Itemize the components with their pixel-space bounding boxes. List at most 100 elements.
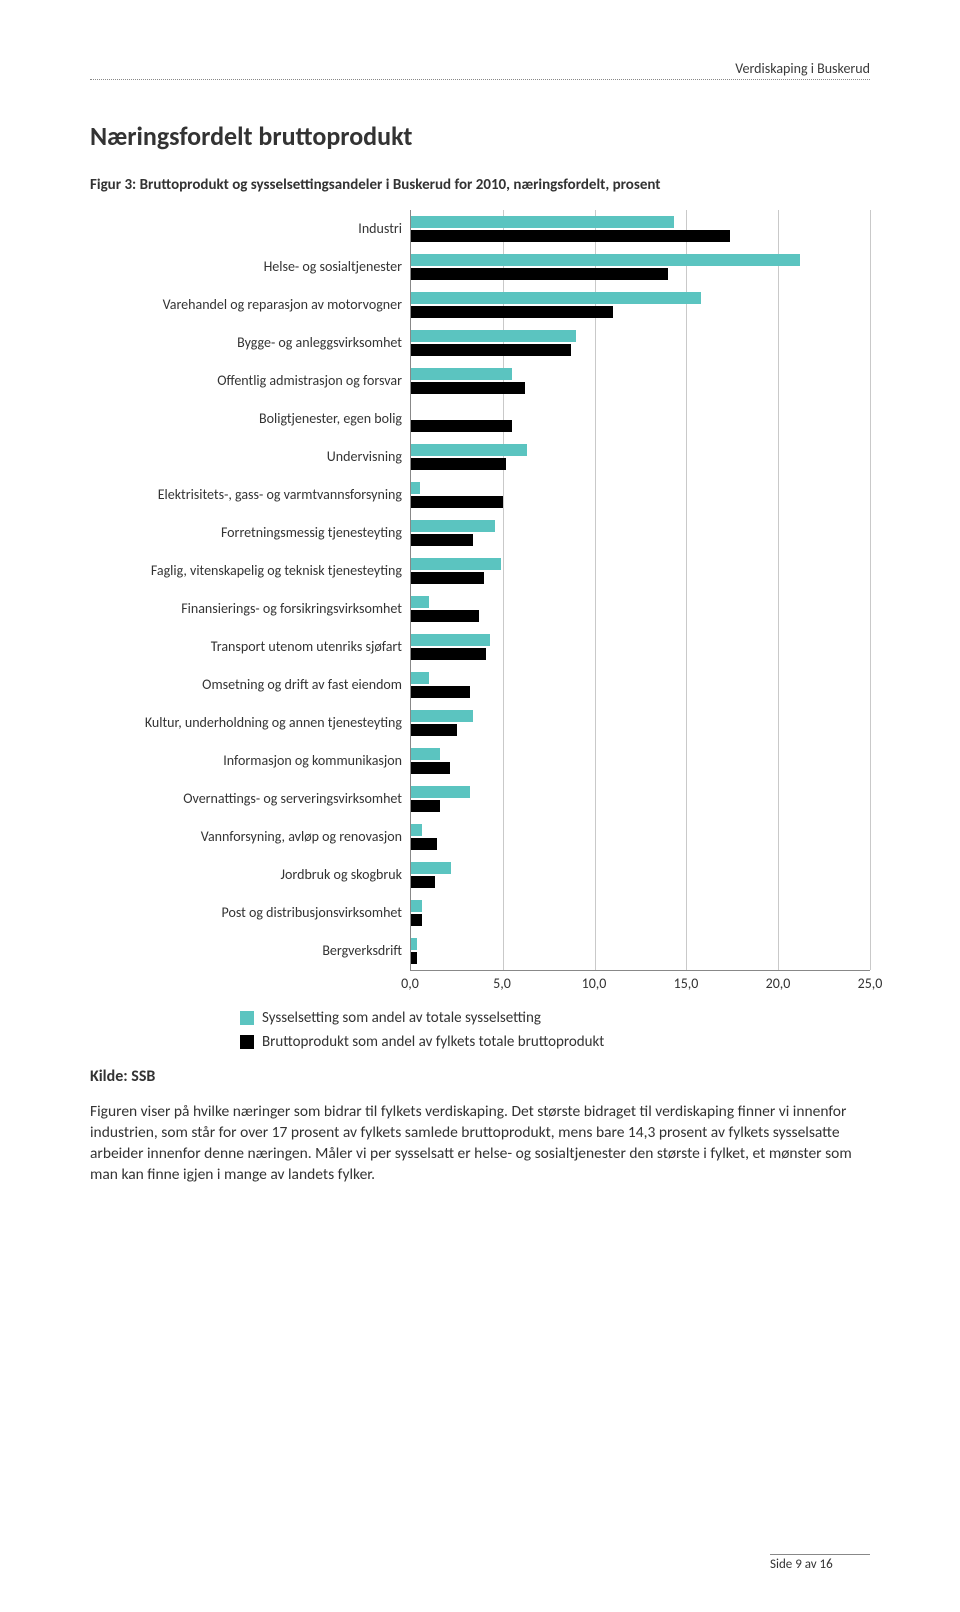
bar-brutto bbox=[411, 914, 422, 926]
legend-swatch-syssel bbox=[240, 1011, 254, 1025]
bar-brutto bbox=[411, 420, 512, 432]
bar-brutto bbox=[411, 458, 506, 470]
page-footer: Side 9 av 16 bbox=[770, 1554, 870, 1572]
bar-syssel bbox=[411, 634, 490, 646]
category-label: Bergverksdrift bbox=[90, 932, 410, 970]
bar-syssel bbox=[411, 558, 501, 570]
legend-item-brutto: Bruttoprodukt som andel av fylkets total… bbox=[240, 1033, 870, 1051]
bar-syssel bbox=[411, 748, 440, 760]
bar-group bbox=[411, 666, 870, 704]
bar-group bbox=[411, 514, 870, 552]
x-tick-label: 25,0 bbox=[858, 975, 883, 992]
chart: IndustriHelse- og sosialtjenesterVarehan… bbox=[90, 210, 870, 971]
bar-syssel bbox=[411, 862, 451, 874]
bar-group bbox=[411, 704, 870, 742]
bar-brutto bbox=[411, 686, 470, 698]
running-header: Verdiskaping i Buskerud bbox=[90, 60, 870, 77]
legend-label-brutto: Bruttoprodukt som andel av fylkets total… bbox=[262, 1033, 604, 1051]
bar-syssel bbox=[411, 824, 422, 836]
page-number: Side 9 av 16 bbox=[770, 1557, 833, 1572]
bar-syssel bbox=[411, 330, 576, 342]
category-label: Faglig, vitenskapelig og teknisk tjenest… bbox=[90, 552, 410, 590]
x-axis-spacer bbox=[90, 975, 410, 995]
bars-container bbox=[411, 210, 870, 970]
bar-brutto bbox=[411, 534, 473, 546]
x-axis: 0,05,010,015,020,025,0 bbox=[90, 975, 870, 995]
x-tick-label: 15,0 bbox=[674, 975, 699, 992]
bar-group bbox=[411, 248, 870, 286]
category-label: Elektrisitets-, gass- og varmtvannsforsy… bbox=[90, 476, 410, 514]
bar-syssel bbox=[411, 254, 800, 266]
bar-group bbox=[411, 590, 870, 628]
bar-syssel bbox=[411, 292, 701, 304]
bar-brutto bbox=[411, 838, 437, 850]
category-label: Varehandel og reparasjon av motorvogner bbox=[90, 286, 410, 324]
bar-group bbox=[411, 818, 870, 856]
bar-brutto bbox=[411, 496, 503, 508]
x-axis-ticks: 0,05,010,015,020,025,0 bbox=[410, 975, 870, 995]
legend-swatch-brutto bbox=[240, 1035, 254, 1049]
body-paragraph: Figuren viser på hvilke næringer som bid… bbox=[90, 1102, 870, 1186]
bar-brutto bbox=[411, 762, 450, 774]
bar-group bbox=[411, 742, 870, 780]
bar-syssel bbox=[411, 596, 429, 608]
category-label: Forretningsmessig tjenesteyting bbox=[90, 514, 410, 552]
bar-brutto bbox=[411, 344, 571, 356]
bar-brutto bbox=[411, 800, 440, 812]
bar-syssel bbox=[411, 938, 417, 950]
category-label: Boligtjenester, egen bolig bbox=[90, 400, 410, 438]
category-label: Helse- og sosialtjenester bbox=[90, 248, 410, 286]
category-label: Industri bbox=[90, 210, 410, 248]
legend-label-syssel: Sysselsetting som andel av totale syssel… bbox=[262, 1009, 541, 1027]
legend-item-syssel: Sysselsetting som andel av totale syssel… bbox=[240, 1009, 870, 1027]
x-tick-label: 10,0 bbox=[582, 975, 607, 992]
gridline bbox=[870, 210, 871, 970]
bar-brutto bbox=[411, 648, 486, 660]
plot-area bbox=[410, 210, 870, 971]
category-label: Post og distribusjonsvirksomhet bbox=[90, 894, 410, 932]
category-label: Bygge- og anleggsvirksomhet bbox=[90, 324, 410, 362]
bar-group bbox=[411, 286, 870, 324]
bar-group bbox=[411, 476, 870, 514]
bar-brutto bbox=[411, 952, 417, 964]
y-axis-labels: IndustriHelse- og sosialtjenesterVarehan… bbox=[90, 210, 410, 971]
x-tick-label: 5,0 bbox=[493, 975, 511, 992]
bar-syssel bbox=[411, 482, 420, 494]
bar-group bbox=[411, 894, 870, 932]
doc-title: Verdiskaping i Buskerud bbox=[735, 60, 870, 77]
category-label: Informasjon og kommunikasjon bbox=[90, 742, 410, 780]
category-label: Omsetning og drift av fast eiendom bbox=[90, 666, 410, 704]
bar-group bbox=[411, 932, 870, 970]
category-label: Kultur, underholdning og annen tjenestey… bbox=[90, 704, 410, 742]
bar-group bbox=[411, 210, 870, 248]
bar-group bbox=[411, 856, 870, 894]
bar-group bbox=[411, 362, 870, 400]
bar-group bbox=[411, 628, 870, 666]
bar-group bbox=[411, 552, 870, 590]
footer-rule bbox=[770, 1554, 870, 1555]
bar-syssel bbox=[411, 520, 495, 532]
bar-brutto bbox=[411, 724, 457, 736]
bar-syssel bbox=[411, 444, 527, 456]
page: Verdiskaping i Buskerud Næringsfordelt b… bbox=[0, 0, 960, 1612]
source-label: Kilde: SSB bbox=[90, 1067, 870, 1086]
category-label: Vannforsyning, avløp og renovasjon bbox=[90, 818, 410, 856]
bar-brutto bbox=[411, 610, 479, 622]
bar-brutto bbox=[411, 306, 613, 318]
bar-brutto bbox=[411, 268, 668, 280]
bar-group bbox=[411, 324, 870, 362]
bar-brutto bbox=[411, 572, 484, 584]
bar-group bbox=[411, 780, 870, 818]
figure-caption: Figur 3: Bruttoprodukt og sysselsettings… bbox=[90, 176, 870, 194]
category-label: Undervisning bbox=[90, 438, 410, 476]
category-label: Jordbruk og skogbruk bbox=[90, 856, 410, 894]
bar-syssel bbox=[411, 216, 674, 228]
bar-syssel bbox=[411, 672, 429, 684]
section-title: Næringsfordelt bruttoprodukt bbox=[90, 120, 870, 152]
bar-syssel bbox=[411, 368, 512, 380]
bar-syssel bbox=[411, 710, 473, 722]
category-label: Offentlig admistrasjon og forsvar bbox=[90, 362, 410, 400]
category-label: Finansierings- og forsikringsvirksomhet bbox=[90, 590, 410, 628]
bar-syssel bbox=[411, 900, 422, 912]
x-tick-label: 20,0 bbox=[766, 975, 791, 992]
